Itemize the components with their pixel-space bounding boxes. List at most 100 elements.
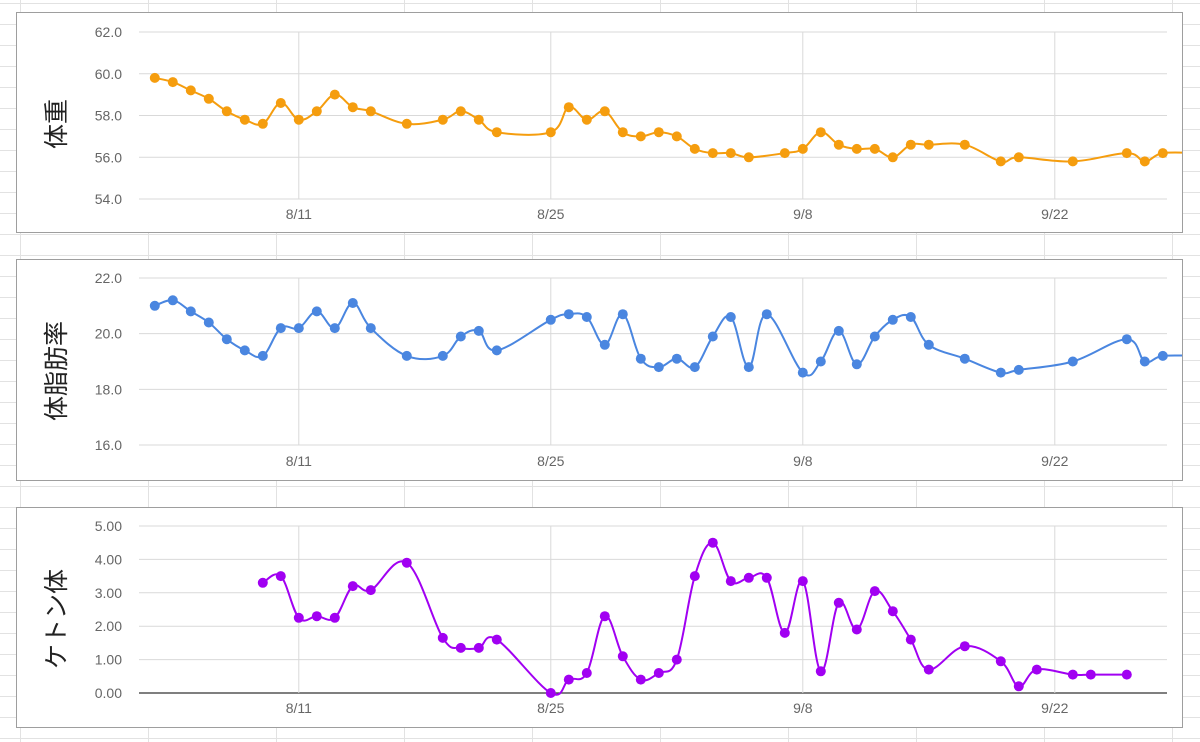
data-point (203, 93, 214, 104)
data-point (563, 102, 574, 113)
series-line (262, 541, 1127, 696)
data-point (293, 323, 304, 334)
x-tick-label: 8/25 (537, 206, 564, 222)
data-point (257, 118, 268, 129)
data-point (995, 156, 1006, 167)
data-point (761, 309, 772, 320)
data-point (1013, 681, 1024, 692)
data-point (725, 312, 736, 322)
data-point (347, 298, 358, 308)
data-point (599, 106, 610, 117)
data-point (959, 139, 970, 150)
data-point (923, 664, 934, 675)
y-tick-label: 18.0 (95, 381, 122, 397)
data-point (545, 127, 556, 138)
data-point (743, 572, 754, 583)
data-point (1157, 148, 1168, 159)
x-tick-label: 9/8 (793, 206, 813, 222)
data-point (743, 152, 754, 163)
x-tick-label: 9/8 (793, 700, 813, 716)
data-point (653, 362, 664, 373)
data-point (671, 131, 682, 142)
data-point (761, 572, 772, 583)
data-point (455, 106, 466, 117)
x-tick-label: 8/11 (286, 206, 312, 222)
data-point (1067, 356, 1078, 367)
data-point (293, 114, 304, 125)
data-point (1121, 334, 1132, 345)
data-point (185, 306, 196, 317)
data-point (167, 77, 178, 88)
data-point (1013, 152, 1024, 163)
data-point (401, 118, 412, 129)
data-point (1031, 664, 1042, 675)
data-point (833, 325, 844, 336)
data-point (1013, 364, 1024, 375)
data-point (869, 143, 880, 154)
data-point (743, 362, 754, 373)
data-point (653, 127, 664, 138)
data-point (851, 624, 862, 635)
data-point (239, 345, 250, 356)
data-point (545, 314, 556, 325)
x-tick-label: 9/22 (1041, 700, 1068, 716)
data-point (365, 323, 376, 334)
y-tick-label: 2.00 (95, 618, 122, 634)
data-point (347, 581, 358, 592)
data-point (221, 106, 232, 117)
chart-svg: 54.0 56.0 58.0 60.0 62.0 8/11 8/25 9/8 9/22 (95, 24, 1182, 222)
data-point (833, 597, 844, 608)
data-point (491, 345, 502, 356)
y-tick-label: 0.00 (95, 685, 122, 701)
data-point (401, 350, 412, 361)
data-point (689, 571, 700, 582)
data-point (815, 356, 826, 367)
x-tick-label: 8/25 (537, 453, 564, 469)
data-point (599, 339, 610, 350)
data-point (329, 612, 340, 623)
data-point (797, 576, 808, 587)
data-point (869, 331, 880, 342)
data-point (869, 586, 880, 597)
weight-chart: 体重 54.0 56.0 58.0 60.0 62.0 8/11 8/25 9/8 9/22 (16, 12, 1183, 233)
y-tick-label: 20.0 (95, 326, 122, 342)
data-point (329, 323, 340, 334)
data-point (437, 114, 448, 125)
data-point (311, 106, 322, 117)
data-point (581, 114, 592, 125)
x-tick-label: 9/22 (1041, 453, 1068, 469)
data-point (725, 148, 736, 159)
data-point (815, 666, 826, 677)
data-point (167, 295, 178, 306)
data-point (887, 314, 898, 325)
data-point (923, 139, 934, 150)
data-point (887, 606, 898, 617)
data-point (887, 152, 898, 163)
data-point (1067, 156, 1078, 167)
y-tick-label: 62.0 (95, 24, 122, 40)
data-point (725, 576, 736, 587)
data-point (221, 334, 232, 345)
data-point (851, 143, 862, 154)
data-point (905, 139, 916, 150)
body-fat-chart: 体脂肪率 16.0 18.0 20.0 22.0 8/11 8/25 9/8 9/22 (16, 259, 1183, 481)
data-point (149, 72, 160, 83)
data-point (149, 300, 160, 311)
data-point (635, 131, 646, 142)
data-point (995, 656, 1006, 667)
data-point (473, 325, 484, 336)
data-point (581, 312, 592, 322)
data-point (617, 651, 628, 662)
data-point (635, 353, 646, 364)
data-point (671, 353, 682, 364)
data-point (797, 143, 808, 154)
data-point (797, 367, 808, 378)
x-tick-label: 8/11 (286, 700, 312, 716)
data-point (275, 323, 286, 334)
data-point (473, 642, 484, 653)
data-point (437, 350, 448, 361)
series-line (154, 299, 1182, 377)
data-point (707, 537, 718, 548)
data-point (671, 654, 682, 665)
y-tick-label: 1.00 (95, 652, 122, 668)
